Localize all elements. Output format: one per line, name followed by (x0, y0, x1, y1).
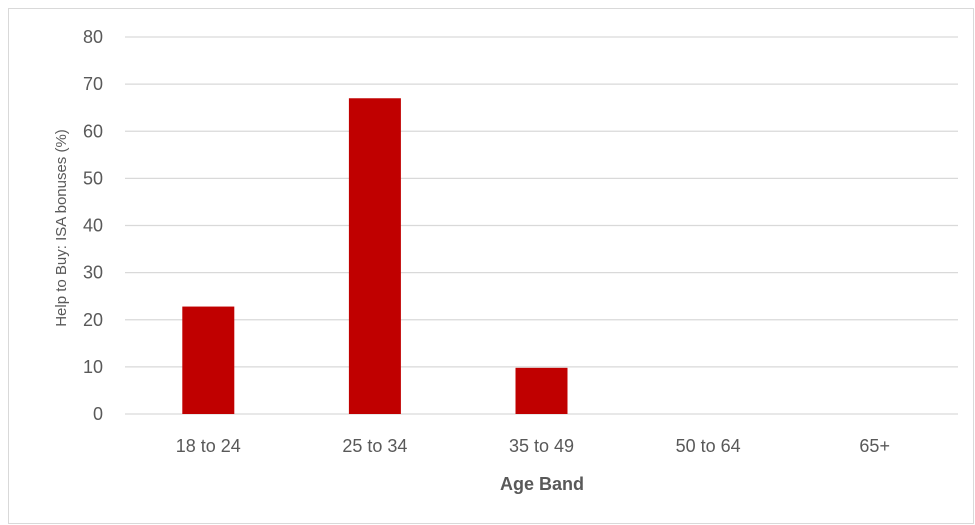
chart-frame (8, 8, 974, 524)
y-tick-label: 60 (83, 121, 103, 141)
x-axis-ticks: 18 to 24 25 to 34 35 to 49 50 to 64 65+ (176, 436, 890, 456)
gridlines (125, 36, 958, 415)
x-tick-label: 35 to 49 (509, 436, 574, 456)
y-tick-label: 30 (83, 263, 103, 283)
y-tick-label: 0 (93, 404, 103, 424)
y-tick-label: 50 (83, 168, 103, 188)
y-tick-label: 10 (83, 357, 103, 377)
bar-25-to-34 (348, 98, 401, 414)
y-tick-label: 70 (83, 74, 103, 94)
x-axis-title: Age Band (500, 474, 584, 494)
bar-35-to-49 (515, 367, 568, 414)
y-tick-label: 20 (83, 310, 103, 330)
x-tick-label: 18 to 24 (176, 436, 241, 456)
x-tick-label: 65+ (859, 436, 890, 456)
bar-18-to-24 (182, 306, 235, 414)
x-tick-label: 25 to 34 (342, 436, 407, 456)
y-tick-label: 40 (83, 216, 103, 236)
y-axis-title: Help to Buy: ISA bonuses (%) (53, 129, 70, 327)
y-tick-label: 80 (83, 27, 103, 47)
x-tick-label: 50 to 64 (676, 436, 741, 456)
y-axis-ticks: 0 10 20 30 40 50 60 70 80 (83, 27, 103, 424)
bars (182, 98, 568, 414)
